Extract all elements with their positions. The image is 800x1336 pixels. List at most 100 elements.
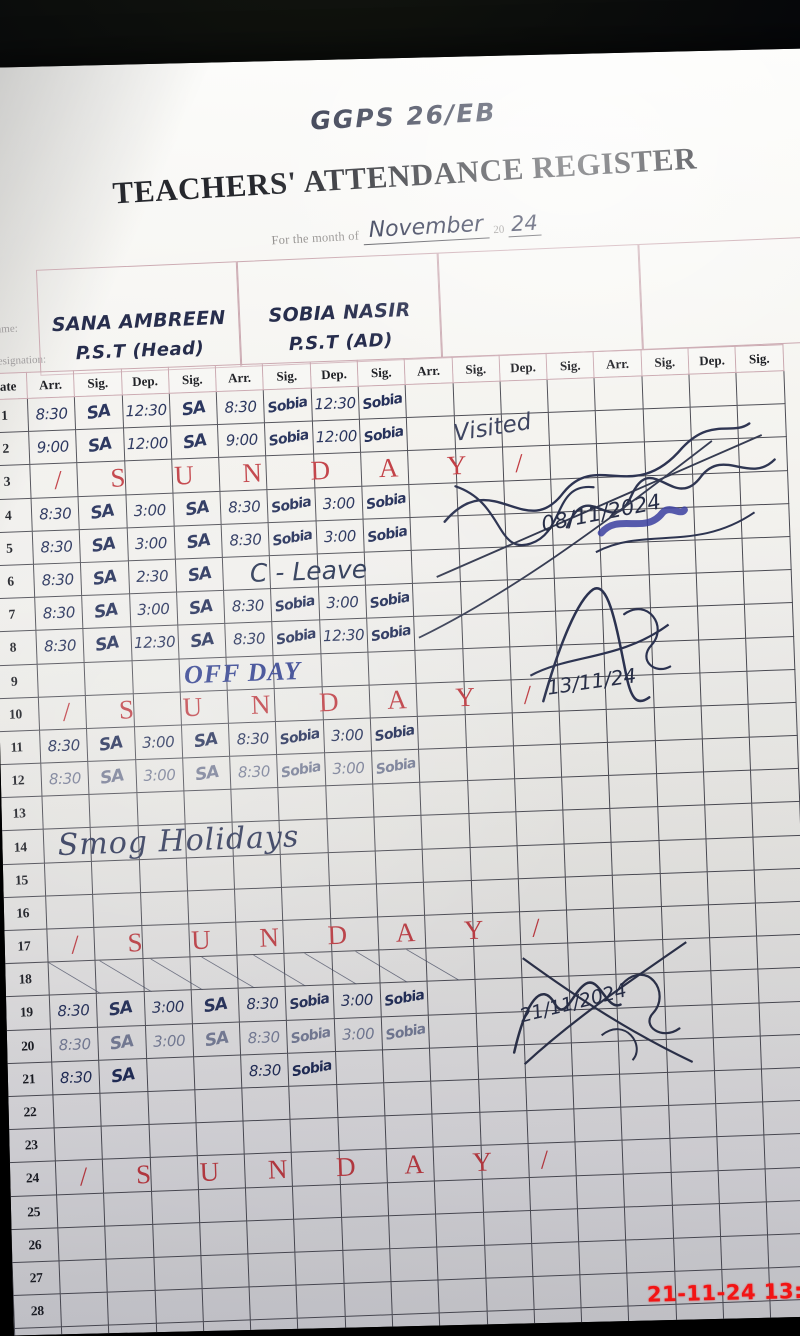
attendance-cell[interactable]	[392, 1313, 441, 1336]
attendance-cell[interactable]	[243, 1119, 292, 1155]
attendance-cell[interactable]	[203, 1320, 252, 1336]
attendance-cell[interactable]	[705, 836, 755, 872]
attendance-cell[interactable]: 8:30	[35, 628, 85, 664]
attendance-cell[interactable]	[745, 636, 795, 671]
attendance-cell[interactable]	[290, 1117, 339, 1153]
attendance-cell[interactable]	[645, 473, 694, 509]
attendance-cell[interactable]	[44, 860, 93, 896]
attendance-cell[interactable]	[458, 546, 508, 582]
attendance-cell[interactable]	[694, 538, 744, 574]
attendance-cell[interactable]	[570, 1007, 619, 1043]
attendance-cell[interactable]	[105, 1224, 154, 1259]
attendance-cell[interactable]: 12:30	[319, 618, 368, 654]
attendance-cell[interactable]	[522, 1009, 572, 1045]
attendance-cell[interactable]	[418, 747, 468, 783]
attendance-cell[interactable]	[464, 712, 514, 748]
attendance-cell[interactable]: 3:00	[125, 492, 174, 528]
attendance-cell[interactable]	[641, 374, 691, 410]
attendance-cell[interactable]: SA	[177, 623, 227, 659]
attendance-cell[interactable]: 8:30	[216, 389, 265, 425]
attendance-cell[interactable]	[325, 784, 374, 820]
attendance-cell[interactable]	[657, 805, 706, 841]
attendance-cell[interactable]	[688, 372, 738, 408]
attendance-cell[interactable]: 3:00	[144, 1023, 194, 1059]
attendance-cell[interactable]	[714, 1068, 763, 1104]
attendance-cell[interactable]: 8:30	[228, 721, 278, 757]
attendance-cell[interactable]	[604, 641, 653, 677]
attendance-cell[interactable]	[193, 1054, 242, 1090]
attendance-cell[interactable]	[550, 477, 600, 513]
attendance-cell[interactable]: 8:30	[49, 993, 98, 1029]
attendance-cell[interactable]: SA	[79, 527, 128, 563]
attendance-cell[interactable]	[153, 1255, 202, 1291]
attendance-cell[interactable]	[647, 539, 697, 575]
attendance-cell[interactable]	[61, 1325, 110, 1336]
attendance-cell[interactable]	[247, 1252, 297, 1287]
attendance-cell[interactable]	[571, 1040, 620, 1076]
attendance-cell[interactable]	[406, 415, 456, 451]
attendance-cell[interactable]	[186, 855, 235, 891]
attendance-cell[interactable]	[737, 403, 786, 439]
attendance-cell[interactable]	[670, 1170, 720, 1206]
attendance-cell[interactable]: Sobia	[264, 421, 314, 457]
attendance-cell[interactable]	[621, 1105, 670, 1141]
attendance-cell[interactable]	[624, 1205, 674, 1240]
attendance-cell[interactable]	[474, 978, 523, 1013]
attendance-cell[interactable]	[672, 1203, 721, 1239]
attendance-cell[interactable]: SA	[169, 391, 218, 427]
attendance-cell[interactable]	[532, 1274, 582, 1310]
attendance-cell[interactable]: SA	[173, 524, 223, 560]
attendance-cell[interactable]	[241, 1086, 291, 1122]
attendance-cell[interactable]: 3:00	[135, 758, 184, 793]
attendance-cell[interactable]	[509, 644, 559, 680]
attendance-cell[interactable]	[508, 611, 557, 647]
attendance-cell[interactable]	[579, 1273, 629, 1308]
attendance-cell[interactable]	[423, 880, 473, 916]
attendance-cell[interactable]	[468, 812, 517, 848]
attendance-cell[interactable]	[503, 478, 552, 514]
attendance-cell[interactable]	[473, 944, 522, 980]
attendance-cell[interactable]	[249, 1285, 298, 1321]
attendance-cell[interactable]: Sobia	[381, 1014, 430, 1050]
attendance-cell[interactable]	[136, 791, 185, 827]
attendance-cell[interactable]	[280, 852, 330, 888]
attendance-cell[interactable]: SA	[181, 723, 230, 759]
attendance-cell[interactable]: 8:30	[240, 1053, 290, 1088]
attendance-cell[interactable]	[655, 738, 704, 774]
attendance-cell[interactable]	[758, 967, 800, 1003]
attendance-cell[interactable]	[146, 1056, 195, 1092]
attendance-cell[interactable]	[608, 773, 658, 809]
attendance-cell[interactable]	[740, 503, 790, 539]
attendance-cell[interactable]	[388, 1213, 437, 1249]
attendance-cell[interactable]	[616, 972, 665, 1008]
attendance-cell[interactable]: 3:00	[315, 518, 365, 554]
attendance-cell[interactable]	[422, 847, 471, 883]
attendance-cell[interactable]: SA	[80, 560, 130, 596]
attendance-cell[interactable]	[572, 1074, 622, 1109]
attendance-cell[interactable]	[383, 1081, 433, 1116]
attendance-cell[interactable]: Sobia	[365, 583, 414, 619]
attendance-cell[interactable]	[598, 475, 647, 511]
attendance-cell[interactable]: 3:00	[126, 525, 176, 561]
attendance-cell[interactable]	[469, 845, 519, 881]
attendance-cell[interactable]	[547, 377, 596, 413]
attendance-cell[interactable]	[194, 1087, 244, 1123]
attendance-cell[interactable]: SA	[86, 726, 136, 762]
attendance-cell[interactable]	[390, 1280, 440, 1315]
attendance-cell[interactable]	[476, 1044, 526, 1080]
attendance-cell[interactable]	[499, 379, 549, 415]
attendance-cell[interactable]: 9:00	[217, 422, 267, 458]
attendance-cell[interactable]	[692, 471, 741, 507]
attendance-cell[interactable]	[704, 803, 754, 839]
attendance-cell[interactable]	[744, 602, 794, 638]
attendance-cell[interactable]	[709, 936, 759, 972]
attendance-cell[interactable]	[195, 1121, 245, 1157]
attendance-cell[interactable]: 8:30	[34, 595, 84, 631]
attendance-cell[interactable]	[525, 1075, 574, 1111]
attendance-cell[interactable]	[607, 740, 657, 776]
attendance-cell[interactable]	[642, 407, 692, 443]
attendance-cell[interactable]	[656, 772, 705, 808]
attendance-cell[interactable]	[602, 608, 652, 643]
attendance-cell[interactable]	[625, 1238, 675, 1274]
attendance-cell[interactable]	[151, 1189, 200, 1225]
